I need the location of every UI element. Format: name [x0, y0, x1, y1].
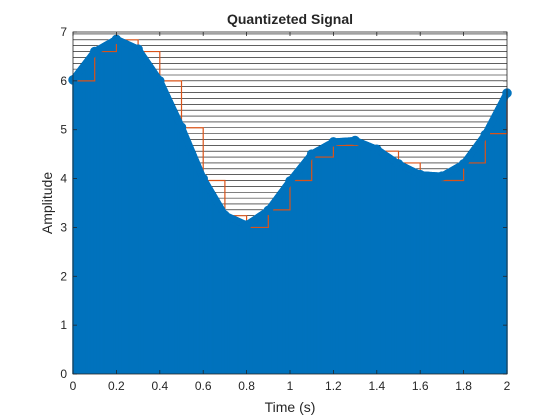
stem-marker [285, 176, 295, 186]
y-tick-label: 1 [60, 318, 67, 332]
stem-marker [176, 122, 187, 133]
chart-title: Quantizeted Signal [227, 11, 353, 27]
stem-marker [89, 46, 100, 57]
y-tick-label: 3 [60, 220, 67, 234]
x-tick-label: 2 [504, 379, 511, 393]
stem-marker [198, 173, 208, 184]
y-tick-label: 2 [60, 269, 67, 283]
stem-marker [241, 220, 252, 230]
y-tick-label: 7 [60, 25, 67, 39]
x-tick-label: 1.6 [412, 379, 429, 393]
stem-marker [480, 129, 491, 140]
stem-marker [220, 210, 230, 220]
y-tick-label: 4 [60, 172, 67, 186]
stem-marker [372, 144, 382, 155]
x-tick-label: 1.8 [455, 379, 472, 393]
stem-marker [133, 44, 143, 54]
stem-marker [458, 159, 469, 169]
y-tick-label: 5 [60, 123, 67, 137]
stem-marker [393, 159, 404, 169]
stem-series [72, 39, 508, 374]
x-axis-label: Time (s) [265, 399, 316, 415]
x-tick-label: 0.4 [151, 379, 168, 393]
stem-marker [263, 205, 274, 216]
stem-markers [68, 34, 512, 230]
x-tick-label: 0.8 [238, 379, 255, 393]
x-tick-label: 0.2 [108, 379, 125, 393]
x-axis-ticks: 0 0.2 0.4 0.6 0.8 1 1.2 1.4 1.6 1.8 2 [70, 32, 511, 393]
x-tick-label: 0 [70, 379, 77, 393]
x-tick-label: 1 [287, 379, 294, 393]
x-tick-label: 0.6 [195, 379, 212, 393]
x-tick-label: 1.2 [325, 379, 342, 393]
stem-marker [437, 171, 447, 181]
y-axis-label: Amplitude [39, 172, 55, 234]
y-axis-ticks: 0 1 2 3 4 5 6 7 [60, 25, 507, 381]
stem-marker [328, 137, 339, 147]
stem-marker [155, 76, 165, 86]
stem-marker [306, 149, 317, 159]
stem-marker [415, 169, 425, 180]
stem-marker [350, 135, 360, 146]
y-tick-label: 0 [60, 367, 67, 381]
x-tick-label: 1.4 [368, 379, 385, 393]
y-tick-label: 6 [60, 74, 67, 88]
